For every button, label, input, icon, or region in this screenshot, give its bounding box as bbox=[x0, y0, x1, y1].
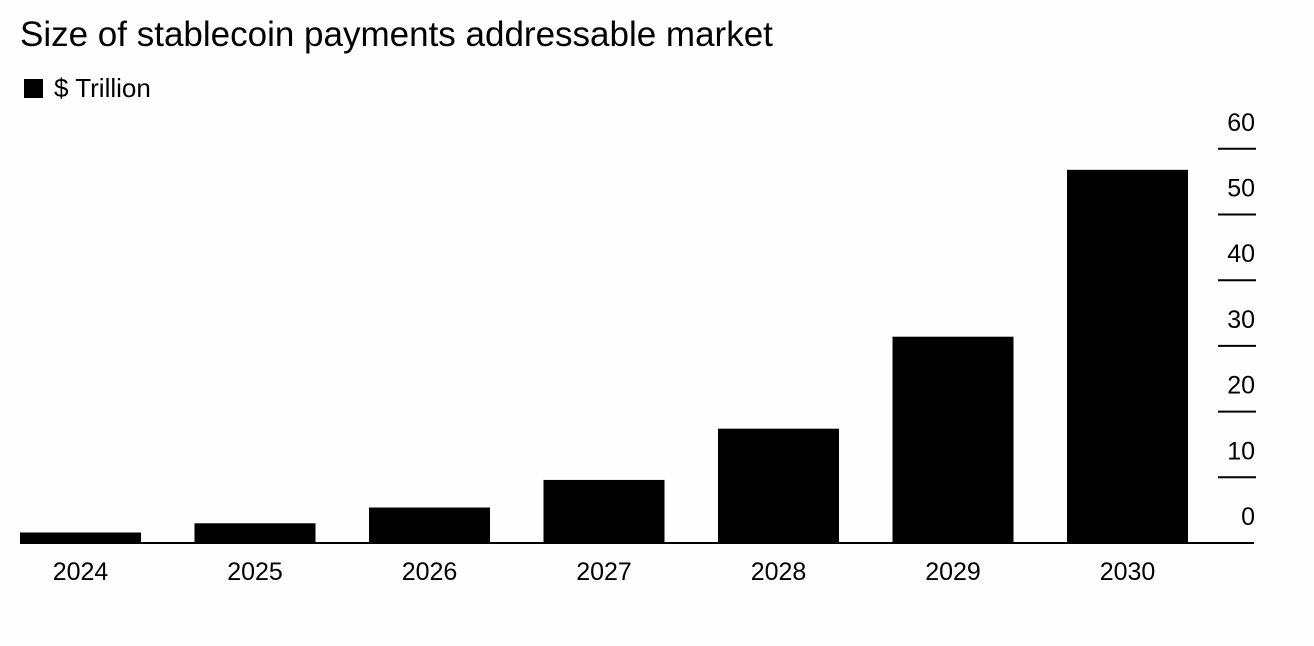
legend-label: $ Trillion bbox=[54, 73, 151, 103]
bar-2024 bbox=[20, 532, 141, 543]
x-tick-label: 2028 bbox=[751, 558, 807, 586]
y-tick-label: 20 bbox=[1227, 372, 1255, 400]
legend-swatch bbox=[24, 78, 43, 98]
x-tick-label: 2024 bbox=[53, 558, 109, 586]
bar-2027 bbox=[543, 479, 665, 543]
y-tick-label: 30 bbox=[1227, 306, 1255, 334]
chart-title: Size of stablecoin payments addressable … bbox=[20, 15, 773, 54]
y-tick-label: 10 bbox=[1227, 437, 1255, 465]
x-tick-label: 2030 bbox=[1100, 558, 1156, 586]
bar-2026 bbox=[369, 507, 490, 543]
y-tick-label: 0 bbox=[1241, 503, 1255, 531]
x-tick-label: 2027 bbox=[576, 558, 632, 586]
y-tick-label: 50 bbox=[1227, 175, 1255, 203]
bar-2025 bbox=[194, 523, 316, 543]
bar-2029 bbox=[892, 336, 1014, 543]
bar-2030 bbox=[1067, 169, 1188, 543]
y-tick-label: 60 bbox=[1227, 109, 1255, 137]
x-tick-label: 2025 bbox=[227, 558, 283, 586]
legend: $ Trillion bbox=[24, 72, 151, 104]
x-tick-label: 2026 bbox=[402, 558, 458, 586]
x-tick-label: 2029 bbox=[925, 558, 981, 586]
bar-2028 bbox=[718, 428, 839, 543]
y-tick-label: 40 bbox=[1227, 240, 1255, 268]
